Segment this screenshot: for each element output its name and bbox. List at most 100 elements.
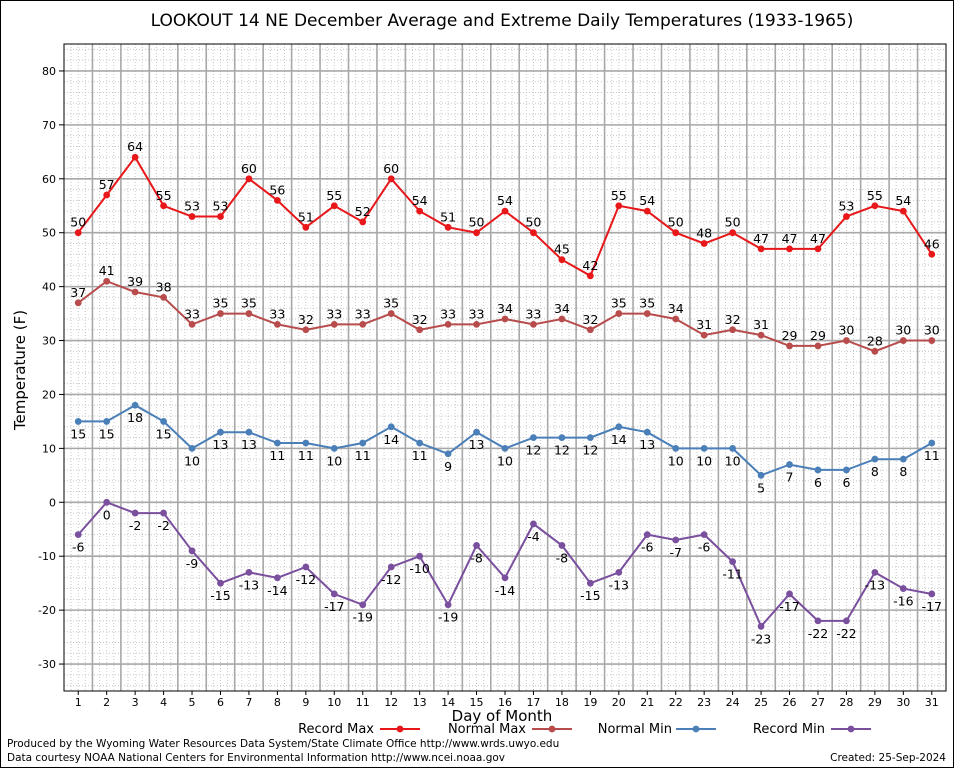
data-point [501,444,509,452]
data-point [928,439,936,447]
data-label: 12 [554,443,570,458]
x-tick-label: 23 [697,696,711,709]
data-point [615,310,623,317]
data-label: 10 [326,453,342,468]
x-tick-label: 15 [470,696,484,709]
data-point [586,326,594,334]
data-label: -7 [669,545,681,560]
data-label: -19 [438,610,458,625]
data-point [131,401,139,409]
data-label: 55 [326,188,342,203]
legend-label: Normal Min [598,722,672,737]
x-tick-label: 3 [132,696,139,709]
data-label: 11 [355,448,371,463]
data-label: -19 [353,610,373,625]
data-label: -17 [324,599,344,614]
x-tick-label: 2 [103,696,110,709]
data-label: 31 [753,317,769,332]
data-point [871,202,879,210]
data-point [786,461,793,468]
data-point [843,337,850,344]
data-point [302,439,310,447]
data-label: 9 [444,459,452,474]
data-point [131,509,139,517]
data-label: 15 [156,426,172,441]
data-label: -15 [210,588,230,603]
data-label: -13 [865,577,885,592]
y-tick-label: 20 [42,388,56,401]
data-label: -22 [836,626,856,641]
x-tick-label: 17 [526,696,540,709]
footer-produced-by: Produced by the Wyoming Water Resources … [7,738,560,750]
data-point [131,288,139,296]
data-point [899,585,907,592]
data-label: -6 [641,540,654,555]
data-point [786,590,793,598]
data-point [530,520,537,528]
data-point [330,444,338,452]
data-point [473,320,480,328]
data-label: 55 [611,188,627,203]
data-label: 0 [103,507,111,522]
data-point [473,428,480,436]
data-label: 5 [757,480,765,495]
data-label: 55 [867,188,883,203]
x-tick-label: 8 [274,696,281,709]
data-label: 18 [127,410,143,425]
legend-label: Record Max [298,722,374,737]
series-normal-min: 15 15 18 15 10 13 13 11 11 10 11 14 11 9 13 10 12 12 12 14 1… [70,401,940,495]
data-label: -6 [72,540,85,555]
x-tick-label: 25 [754,696,768,709]
data-point [530,434,537,441]
data-point [188,213,196,220]
data-label: 54 [895,193,911,208]
data-label: 45 [554,242,570,257]
y-tick-label: 80 [42,65,56,78]
data-label: 6 [842,475,850,490]
data-label: 30 [838,323,854,338]
data-label: 33 [355,306,371,321]
data-label: 31 [696,317,712,332]
data-point [928,590,936,598]
legend: Record Max Normal Max Normal Min Record Min [298,722,871,737]
data-point [814,466,822,474]
x-tick-label: 28 [839,696,853,709]
data-label: 50 [668,215,684,230]
data-label: -6 [698,540,711,555]
data-point [899,455,907,463]
data-label: 13 [639,437,655,452]
data-label: -10 [409,561,429,576]
x-tick-label: 18 [555,696,569,709]
data-label: 6 [814,475,822,490]
data-point [273,196,281,204]
data-point [530,229,537,237]
data-point [786,342,793,350]
data-label: 52 [355,204,371,219]
data-label: 35 [639,296,655,311]
x-tick-label: 1 [75,696,82,709]
data-point [757,622,765,630]
y-tick-label: -10 [38,550,56,563]
data-point [615,568,623,576]
y-tick-label: 50 [42,227,56,240]
data-point [359,601,367,609]
data-point [302,563,310,571]
data-point [643,310,651,317]
data-label: 34 [497,301,513,316]
y-tick-label: 60 [42,173,56,186]
data-point [330,202,338,210]
data-label: 47 [753,231,769,246]
data-label: 54 [412,193,428,208]
data-point [586,272,594,280]
legend-marker [847,725,855,733]
data-point [643,428,651,436]
data-point [444,320,452,328]
data-label: 50 [70,215,86,230]
data-label: 30 [924,323,940,338]
data-point [217,213,224,220]
legend-label: Record Min [753,722,825,737]
data-label: 7 [786,470,794,485]
data-point [188,320,196,328]
